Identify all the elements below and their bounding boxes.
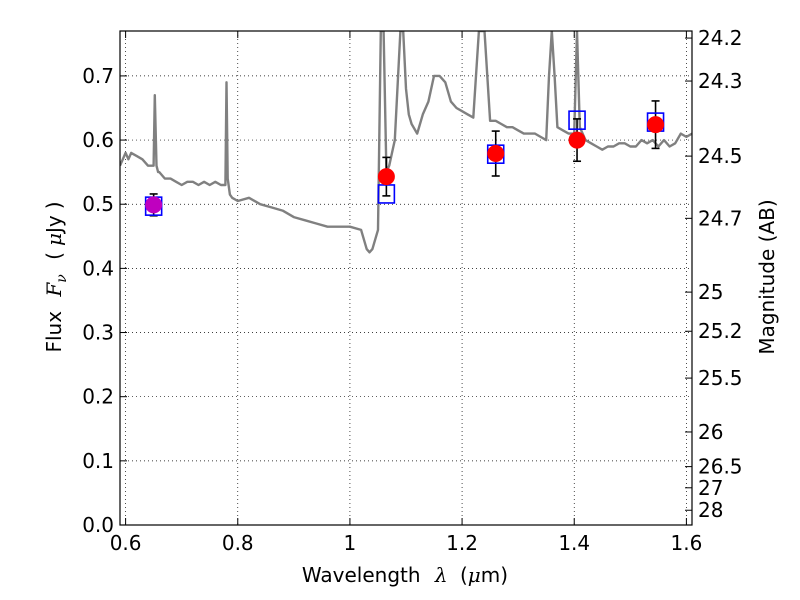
observed-photometry-markers: [146, 117, 664, 213]
x-axis-label-unit-open: (: [460, 563, 468, 587]
y-tick-label: 0.4: [82, 256, 114, 280]
y-axis-label: Flux Fν ( μJy): [42, 201, 71, 352]
y-tick-label: 0.5: [82, 192, 114, 216]
x-tick-label: 0.8: [222, 531, 254, 555]
x-axis-label-unit-rest: m): [481, 563, 508, 587]
y2-tick-label: 24.2: [698, 26, 743, 50]
model-spectrum-line: [120, 31, 692, 252]
x-tick-label: 1: [344, 531, 357, 555]
x-axis-label: Wavelength λ (μm): [302, 563, 508, 587]
y2-axis-label: Magnitude (AB): [755, 199, 779, 354]
x-tick-label: 1.4: [558, 531, 590, 555]
y-axis-label-unit-close: ): [42, 201, 66, 209]
observed-photometry-point: [569, 132, 585, 148]
x-tick-label: 1.6: [670, 531, 702, 555]
y-axis-label-unit-rest: Jy: [42, 215, 66, 235]
observed-photometry-point: [146, 197, 162, 213]
x-axis-label-symbol: λ: [434, 563, 448, 587]
y-axis-label-unit-open: (: [42, 252, 66, 260]
y2-tick-label: 24.7: [698, 206, 743, 230]
grid: [120, 31, 692, 525]
y-axis-label-symbol: F: [42, 282, 66, 298]
x-axis-label-text: Wavelength: [302, 563, 421, 587]
y2-tick-label: 27: [698, 476, 723, 500]
observed-photometry-point: [378, 169, 394, 185]
y2-tick-label: 25.5: [698, 366, 743, 390]
y-axis-label-text: Flux: [42, 311, 66, 353]
model-spectrum-layer: [120, 31, 692, 252]
model-photometry-markers: [146, 111, 664, 215]
x-tick-label: 1.2: [446, 531, 478, 555]
y-tick-label: 0.6: [82, 128, 114, 152]
plot-frame: [120, 31, 692, 525]
y-axis-label-unit-mu: μ: [42, 233, 66, 246]
y-tick-label: 0.7: [82, 64, 114, 88]
x-axis-label-unit-mu: μ: [468, 563, 481, 587]
y-axis-label-subscript: ν: [54, 274, 70, 283]
y2-tick-label: 24.5: [698, 144, 743, 168]
y2-tick-label: 25: [698, 280, 723, 304]
y2-tick-label: 28: [698, 498, 723, 522]
observed-photometry-point: [488, 146, 504, 162]
y-tick-label: 0.0: [82, 513, 114, 537]
y2-tick-label: 24.3: [698, 69, 743, 93]
axis-ticks: 0.6 0.8 1 1.2 1.4 1.6 0.0 0.1 0.2 0.3 0.4 0.5 0.6 0.7…: [82, 26, 742, 555]
y2-tick-label: 25.2: [698, 319, 743, 343]
spectrum-chart: 0.6 0.8 1 1.2 1.4 1.6 0.0 0.1 0.2 0.3 0.4 0.5 0.6 0.7…: [0, 0, 800, 600]
observed-photometry-point: [648, 117, 664, 133]
y-tick-label: 0.1: [82, 449, 114, 473]
x-tick-label: 0.6: [110, 531, 142, 555]
y-tick-label: 0.2: [82, 385, 114, 409]
y-tick-label: 0.3: [82, 321, 114, 345]
y2-tick-label: 26: [698, 420, 723, 444]
